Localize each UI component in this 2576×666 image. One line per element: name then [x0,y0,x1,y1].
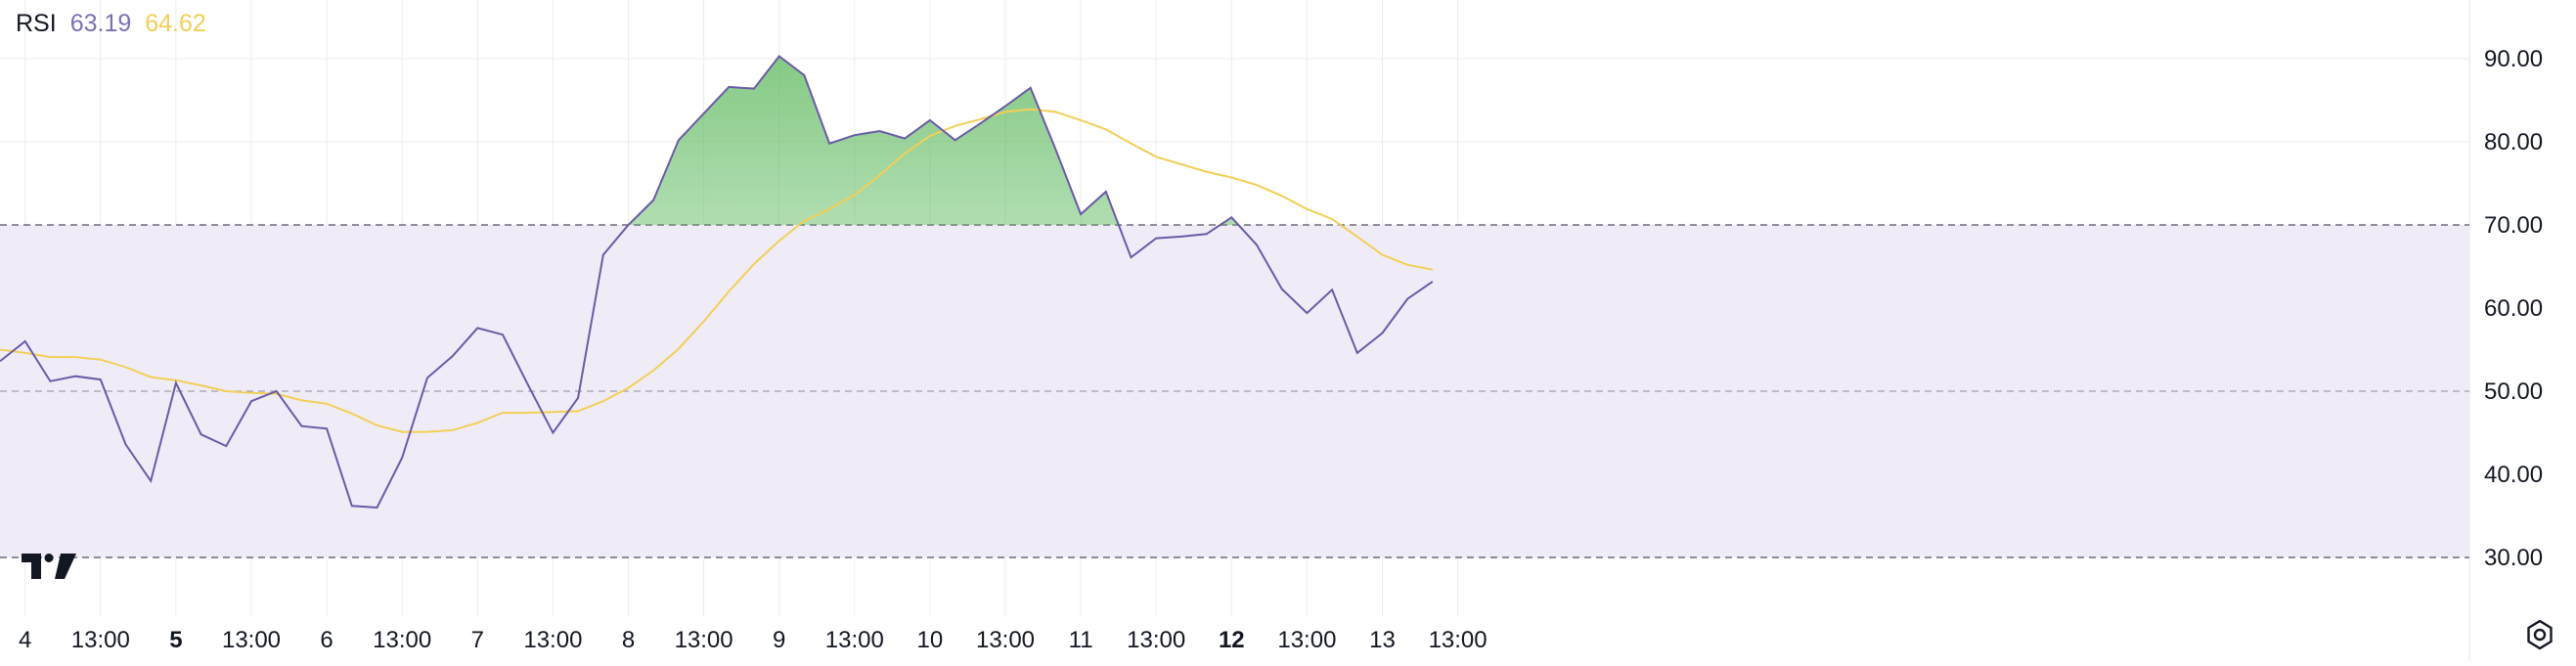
x-tick-label: 13:00 [675,627,733,653]
tradingview-logo-icon[interactable] [20,550,80,583]
y-tick-label: 70.00 [2484,212,2543,239]
y-tick-label: 30.00 [2484,545,2543,571]
x-tick-label: 13:00 [1127,627,1185,653]
y-axis: 90.00 80.00 70.00 60.00 50.00 40.00 30.00 [2484,46,2543,571]
x-tick-label: 8 [622,627,635,653]
x-tick-label: 11 [1069,627,1093,653]
x-axis: 4 13:00 5 13:00 6 13:00 7 13:00 8 13:00 9 13:00 10 13… [19,627,1488,653]
rsi-ma-line [0,108,1434,433]
overbought-fill [0,56,1433,225]
x-tick-label: 13:00 [523,627,582,653]
legend-rsi-value: 63.19 [69,10,132,37]
x-tick-label: 13:00 [222,627,281,653]
settings-gear-icon[interactable] [2523,618,2556,651]
x-tick-label: 5 [169,627,182,653]
y-tick-label: 80.00 [2484,129,2543,155]
y-tick-label: 90.00 [2484,46,2543,72]
x-tick-label: 7 [471,627,484,653]
x-tick-label: 13:00 [1277,627,1336,653]
y-tick-label: 60.00 [2484,295,2543,322]
x-tick-label: 4 [19,627,31,653]
x-tick-label: 13:00 [976,627,1035,653]
legend-name: RSI [16,10,57,37]
x-tick-label: 9 [773,627,785,653]
legend-ma-value: 64.62 [145,10,206,37]
x-tick-label: 12 [1219,627,1245,653]
y-tick-label: 40.00 [2484,462,2543,488]
x-tick-label: 13 [1369,627,1396,653]
x-tick-label: 13:00 [825,627,884,653]
indicator-legend[interactable]: RSI 63.19 64.62 [16,10,206,38]
x-tick-label: 13:00 [1429,627,1488,653]
x-tick-label: 10 [917,627,944,653]
x-tick-label: 6 [320,627,333,653]
y-tick-label: 50.00 [2484,378,2543,405]
rsi-line [0,55,1434,510]
x-tick-label: 13:00 [71,627,130,653]
x-tick-label: 13:00 [373,627,431,653]
